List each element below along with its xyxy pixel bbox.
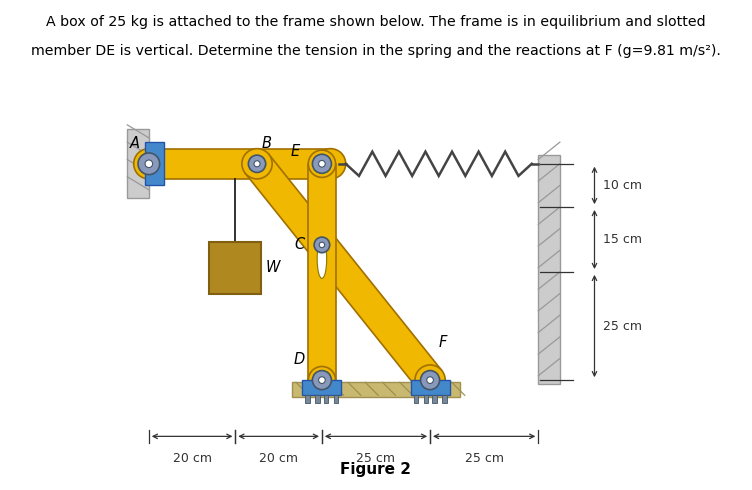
Bar [423, 395, 428, 403]
Polygon shape [149, 148, 331, 179]
Text: F: F [438, 335, 447, 350]
Text: 10 cm: 10 cm [603, 179, 642, 192]
Bar [414, 395, 418, 403]
Circle shape [308, 367, 335, 394]
Polygon shape [245, 154, 442, 390]
Text: 25 cm: 25 cm [465, 451, 504, 465]
Text: C: C [294, 238, 305, 252]
Circle shape [420, 370, 440, 390]
Text: 25 cm: 25 cm [356, 451, 396, 465]
Circle shape [308, 150, 335, 177]
Text: 20 cm: 20 cm [259, 451, 298, 465]
Circle shape [315, 148, 346, 179]
Bar [302, 380, 341, 395]
Circle shape [319, 242, 325, 247]
Circle shape [134, 148, 164, 179]
Text: 25 cm: 25 cm [603, 319, 642, 333]
Text: 15 cm: 15 cm [603, 233, 642, 246]
Bar [209, 242, 262, 294]
Bar [432, 395, 437, 403]
Circle shape [254, 161, 260, 167]
Circle shape [319, 160, 326, 167]
Ellipse shape [317, 240, 326, 278]
Text: A box of 25 kg is attached to the frame shown below. The frame is in equilibrium: A box of 25 kg is attached to the frame … [46, 15, 706, 29]
Circle shape [242, 148, 272, 179]
Bar [315, 395, 320, 403]
Text: D: D [293, 352, 305, 367]
Circle shape [415, 365, 445, 395]
Text: member DE is vertical. Determine the tension in the spring and the reactions at : member DE is vertical. Determine the ten… [31, 44, 721, 58]
Text: 20 cm: 20 cm [173, 451, 211, 465]
Circle shape [248, 155, 265, 172]
Circle shape [312, 370, 332, 390]
Text: E: E [291, 145, 300, 159]
Circle shape [314, 237, 329, 253]
Bar [305, 395, 310, 403]
Circle shape [138, 153, 159, 174]
Circle shape [145, 160, 153, 168]
Bar [324, 395, 329, 403]
Polygon shape [308, 164, 335, 380]
Circle shape [319, 377, 326, 384]
Circle shape [312, 154, 332, 173]
Bar [538, 155, 560, 385]
Bar [334, 395, 338, 403]
Text: A: A [130, 136, 140, 151]
Bar [144, 142, 164, 185]
Text: Figure 2: Figure 2 [341, 463, 411, 477]
Circle shape [426, 377, 433, 384]
Bar [127, 129, 149, 198]
Bar [442, 395, 447, 403]
Text: W: W [265, 260, 280, 275]
Bar [411, 380, 450, 395]
Bar [292, 382, 460, 397]
Text: B: B [262, 136, 271, 151]
